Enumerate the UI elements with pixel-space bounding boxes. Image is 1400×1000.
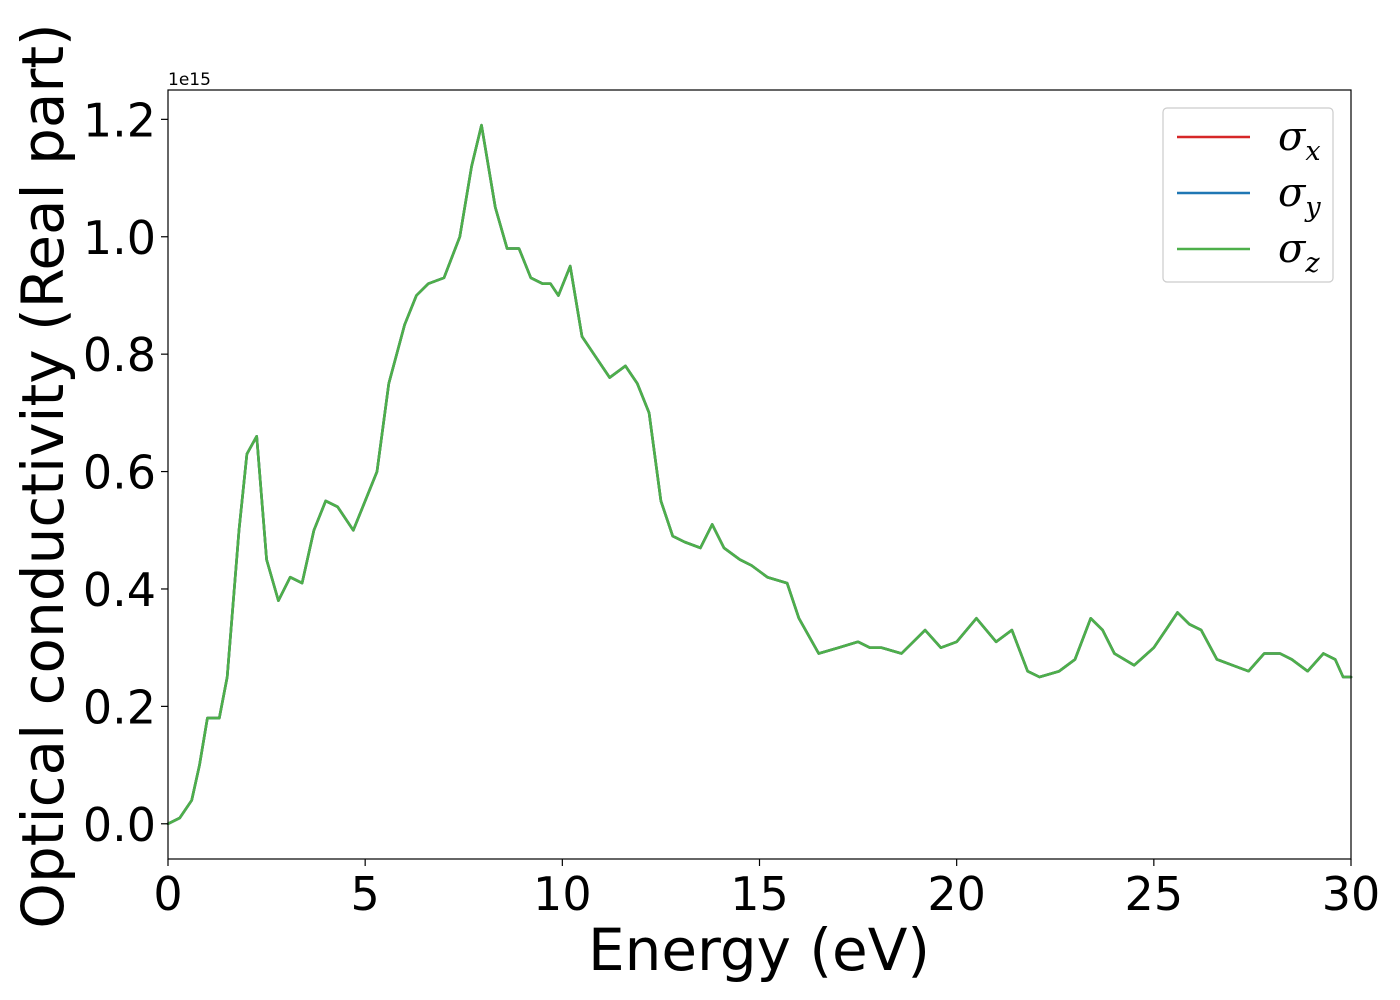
x-axis-title: Energy (eV): [588, 916, 930, 984]
legend-label-y: σy: [1278, 170, 1321, 223]
y-offset-label: 1e15: [168, 70, 211, 90]
y-tick-label: 1.2: [83, 93, 156, 147]
y-tick-label: 0.8: [83, 328, 156, 382]
x-tick-label: 25: [1125, 867, 1184, 921]
x-tick-label: 30: [1322, 867, 1381, 921]
x-tick-label: 10: [533, 867, 592, 921]
series-layer: [166, 123, 1353, 826]
x-tick-label: 0: [153, 867, 182, 921]
x-tick-label: 20: [927, 867, 986, 921]
y-tick-label: 1.0: [83, 211, 156, 265]
y-tick-label: 0.2: [83, 680, 156, 734]
y-tick-label: 0.4: [83, 563, 156, 617]
x-tick-label: 15: [730, 867, 789, 921]
y-tick-label: 0.6: [83, 446, 156, 500]
y-axis-title: Optical conductivity (Real part): [9, 23, 77, 928]
x-axis-ticks: 0 5 10 15 20 25 30: [153, 859, 1380, 921]
legend-box: [1162, 107, 1334, 283]
legend-label-x: σx: [1278, 114, 1321, 167]
series-line-z: [166, 123, 1353, 826]
y-tick-label: 0.0: [83, 798, 156, 852]
y-axis-ticks: 0.0 0.2 0.4 0.6 0.8 1.0 1.2: [83, 93, 168, 852]
legend-label-z: σz: [1278, 226, 1320, 279]
x-tick-label: 5: [351, 867, 380, 921]
